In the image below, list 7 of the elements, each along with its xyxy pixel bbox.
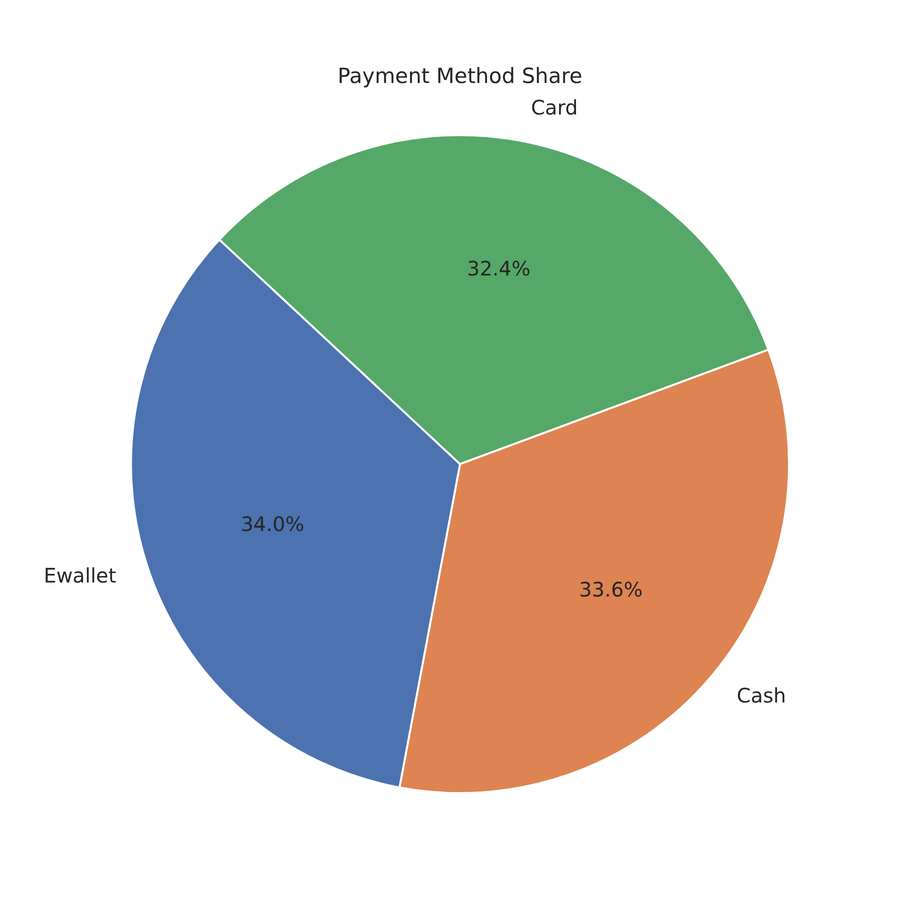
data-label: 32.4%: [466, 256, 531, 281]
slice-label: Card: [531, 95, 578, 120]
data-label: 34.0%: [240, 512, 304, 536]
slice-label: Ewallet: [44, 563, 116, 588]
chart-title: Payment Method Share: [338, 64, 582, 88]
slice-label: Cash: [736, 684, 786, 708]
data-label: 33.6%: [579, 578, 643, 602]
